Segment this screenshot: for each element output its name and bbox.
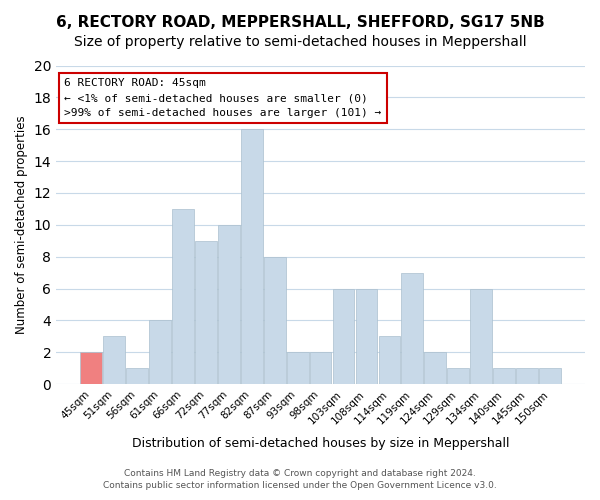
Bar bbox=[195, 241, 217, 384]
Bar bbox=[218, 225, 239, 384]
Bar bbox=[287, 352, 308, 384]
Bar bbox=[516, 368, 538, 384]
Bar bbox=[379, 336, 400, 384]
Y-axis label: Number of semi-detached properties: Number of semi-detached properties bbox=[15, 116, 28, 334]
Bar bbox=[356, 288, 377, 384]
Bar bbox=[80, 352, 102, 384]
Text: 6, RECTORY ROAD, MEPPERSHALL, SHEFFORD, SG17 5NB: 6, RECTORY ROAD, MEPPERSHALL, SHEFFORD, … bbox=[56, 15, 544, 30]
Text: Size of property relative to semi-detached houses in Meppershall: Size of property relative to semi-detach… bbox=[74, 35, 526, 49]
Bar bbox=[448, 368, 469, 384]
Bar bbox=[126, 368, 148, 384]
Bar bbox=[241, 129, 263, 384]
Bar bbox=[172, 209, 194, 384]
Bar bbox=[332, 288, 355, 384]
X-axis label: Distribution of semi-detached houses by size in Meppershall: Distribution of semi-detached houses by … bbox=[132, 437, 509, 450]
Bar bbox=[310, 352, 331, 384]
Text: 6 RECTORY ROAD: 45sqm
← <1% of semi-detached houses are smaller (0)
>99% of semi: 6 RECTORY ROAD: 45sqm ← <1% of semi-deta… bbox=[64, 78, 382, 118]
Bar bbox=[264, 256, 286, 384]
Bar bbox=[424, 352, 446, 384]
Bar bbox=[149, 320, 171, 384]
Bar bbox=[470, 288, 492, 384]
Bar bbox=[401, 272, 423, 384]
Bar bbox=[493, 368, 515, 384]
Text: Contains HM Land Registry data © Crown copyright and database right 2024.
Contai: Contains HM Land Registry data © Crown c… bbox=[103, 468, 497, 490]
Bar bbox=[539, 368, 561, 384]
Bar bbox=[103, 336, 125, 384]
